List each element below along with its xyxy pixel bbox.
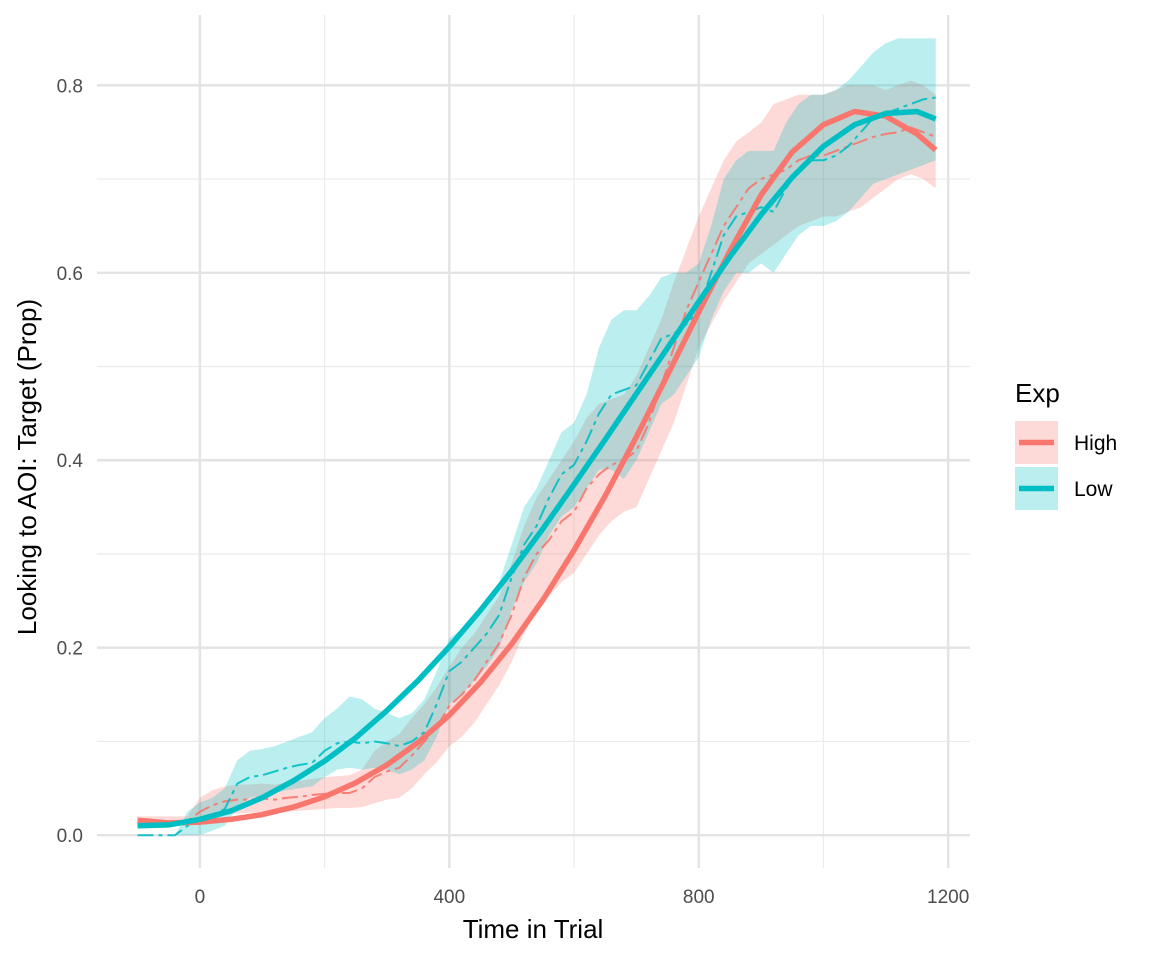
grid	[97, 15, 970, 868]
y-tick-label: 0.0	[57, 826, 83, 847]
legend-entries: High Low	[1015, 421, 1117, 510]
x-tick-label: 800	[683, 887, 715, 908]
high-fitted-curve	[137, 108, 938, 826]
confidence-ribbons	[137, 38, 936, 836]
low-confidence-ribbon	[137, 38, 936, 836]
axes: 0 400 800 1200 0.0 0.2 0.4 0.6 0.8 Time in Tria…	[12, 76, 969, 944]
y-axis-title: Looking to AOI: Target (Prop)	[12, 299, 42, 635]
legend: Exp High Low	[1015, 378, 1117, 510]
high-confidence-ribbon	[137, 80, 936, 826]
x-axis-ticks: 0 400 800 1200	[195, 887, 970, 908]
legend-item-high: High	[1015, 421, 1117, 464]
x-tick-label: 0	[195, 887, 206, 908]
y-tick-label: 0.2	[57, 639, 83, 660]
legend-title: Exp	[1015, 378, 1060, 408]
y-tick-label: 0.4	[57, 451, 84, 472]
x-tick-label: 400	[433, 887, 465, 908]
x-axis-title: Time in Trial	[463, 914, 604, 944]
legend-label-high: High	[1074, 432, 1117, 455]
low-fitted-curve	[137, 108, 937, 829]
y-tick-label: 0.8	[57, 76, 83, 97]
fitted-curves	[137, 108, 938, 829]
high-observed-line	[137, 126, 937, 823]
y-tick-label: 0.6	[57, 264, 83, 285]
legend-label-low: Low	[1074, 478, 1113, 501]
x-tick-label: 1200	[927, 887, 969, 908]
y-axis-ticks: 0.0 0.2 0.4 0.6 0.8	[57, 76, 84, 847]
legend-item-low: Low	[1015, 467, 1113, 510]
